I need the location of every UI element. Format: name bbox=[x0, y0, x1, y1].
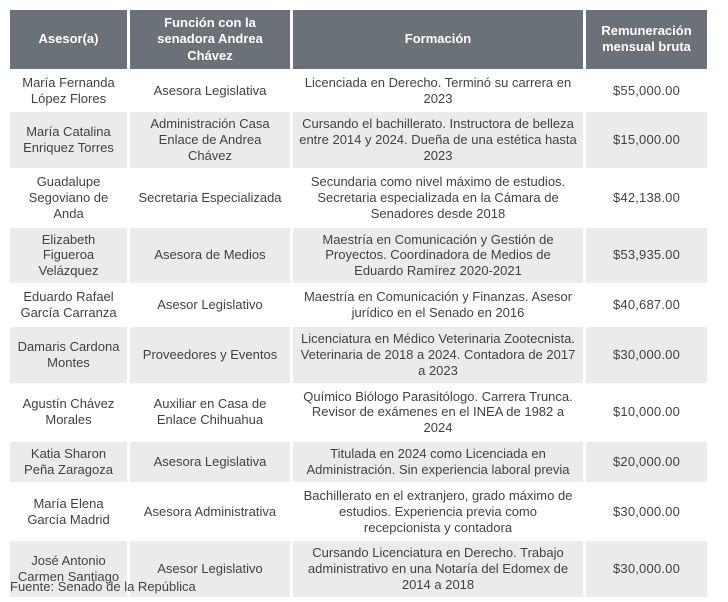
cell-remuneracion: $53,935.00 bbox=[586, 227, 707, 284]
source-note: Fuente: Senado de la República bbox=[10, 579, 196, 594]
column-header: Asesor(a) bbox=[10, 10, 127, 69]
table-row: María Catalina Enriquez Torres Administr… bbox=[10, 112, 707, 169]
cell-funcion: Asesor Legislativo bbox=[130, 541, 290, 597]
cell-asesor: Guadalupe Segoviano de Anda bbox=[10, 170, 127, 226]
cell-formacion: Bachillerato en el extranjero, grado máx… bbox=[293, 483, 583, 540]
cell-funcion: Administración Casa Enlace de Andrea Chá… bbox=[130, 112, 290, 169]
cell-funcion: Asesora Legislativa bbox=[130, 442, 290, 482]
cell-formacion: Maestría en Comunicación y Gestión de Pr… bbox=[293, 227, 583, 284]
cell-formacion: Secundaria como nivel máximo de estudios… bbox=[293, 170, 583, 226]
cell-remuneracion: $40,687.00 bbox=[586, 285, 707, 325]
cell-funcion: Auxiliar en Casa de Enlace Chihuahua bbox=[130, 384, 290, 441]
table-row: Eduardo Rafael García Carranza Asesor Le… bbox=[10, 285, 707, 325]
cell-asesor: Elizabeth Figueroa Velázquez bbox=[10, 227, 127, 284]
advisors-table: Asesor(a) Función con la senadora Andrea … bbox=[7, 8, 710, 599]
cell-funcion: Asesora Legislativa bbox=[130, 70, 290, 111]
table-row: Katia Sharon Peña Zaragoza Asesora Legis… bbox=[10, 442, 707, 482]
cell-asesor: Eduardo Rafael García Carranza bbox=[10, 285, 127, 325]
cell-formacion: Licenciada en Derecho. Terminó su carrer… bbox=[293, 70, 583, 111]
cell-funcion: Proveedores y Eventos bbox=[130, 326, 290, 383]
cell-asesor: María Elena García Madrid bbox=[10, 483, 127, 540]
column-header: Función con la senadora Andrea Chávez bbox=[130, 10, 290, 69]
cell-formacion: Titulada en 2024 como Licenciada en Admi… bbox=[293, 442, 583, 482]
cell-asesor: Damaris Cardona Montes bbox=[10, 326, 127, 383]
cell-remuneracion: $42,138.00 bbox=[586, 170, 707, 226]
cell-remuneracion: $30,000.00 bbox=[586, 483, 707, 540]
cell-remuneracion: $55,000.00 bbox=[586, 70, 707, 111]
column-header: Remuneración mensual bruta bbox=[586, 10, 707, 69]
column-header: Formación bbox=[293, 10, 583, 69]
cell-formacion: Químico Biólogo Parasitólogo. Carrera Tr… bbox=[293, 384, 583, 441]
header-row: Asesor(a) Función con la senadora Andrea … bbox=[10, 10, 707, 69]
cell-remuneracion: $30,000.00 bbox=[586, 541, 707, 597]
table-row: Agustín Chávez Morales Auxiliar en Casa … bbox=[10, 384, 707, 441]
cell-remuneracion: $10,000.00 bbox=[586, 384, 707, 441]
advisors-infographic: Asesor(a) Función con la senadora Andrea … bbox=[0, 8, 728, 602]
cell-formacion: Cursando Licenciatura en Derecho. Trabaj… bbox=[293, 541, 583, 597]
cell-remuneracion: $15,000.00 bbox=[586, 112, 707, 169]
table-row: María Fernanda López Flores Asesora Legi… bbox=[10, 70, 707, 111]
table-row: Guadalupe Segoviano de Anda Secretaria E… bbox=[10, 170, 707, 226]
cell-remuneracion: $20,000.00 bbox=[586, 442, 707, 482]
cell-formacion: Licenciatura en Médico Veterinaria Zoote… bbox=[293, 326, 583, 383]
cell-funcion: Secretaria Especializada bbox=[130, 170, 290, 226]
table-body: María Fernanda López Flores Asesora Legi… bbox=[10, 70, 707, 597]
cell-funcion: Asesor Legislativo bbox=[130, 285, 290, 325]
cell-funcion: Asesora de Medios bbox=[130, 227, 290, 284]
table-row: José Antonio Carmen Santiago Asesor Legi… bbox=[10, 541, 707, 597]
cell-formacion: Cursando el bachillerato. Instructora de… bbox=[293, 112, 583, 169]
cell-remuneracion: $30,000.00 bbox=[586, 326, 707, 383]
cell-asesor: José Antonio Carmen Santiago bbox=[10, 541, 127, 597]
table-row: Elizabeth Figueroa Velázquez Asesora de … bbox=[10, 227, 707, 284]
table-row: Damaris Cardona Montes Proveedores y Eve… bbox=[10, 326, 707, 383]
cell-asesor: Agustín Chávez Morales bbox=[10, 384, 127, 441]
cell-asesor: María Fernanda López Flores bbox=[10, 70, 127, 111]
cell-formacion: Maestría en Comunicación y Finanzas. Ase… bbox=[293, 285, 583, 325]
cell-asesor: Katia Sharon Peña Zaragoza bbox=[10, 442, 127, 482]
table-row: María Elena García Madrid Asesora Admini… bbox=[10, 483, 707, 540]
cell-funcion: Asesora Administrativa bbox=[130, 483, 290, 540]
cell-asesor: María Catalina Enriquez Torres bbox=[10, 112, 127, 169]
